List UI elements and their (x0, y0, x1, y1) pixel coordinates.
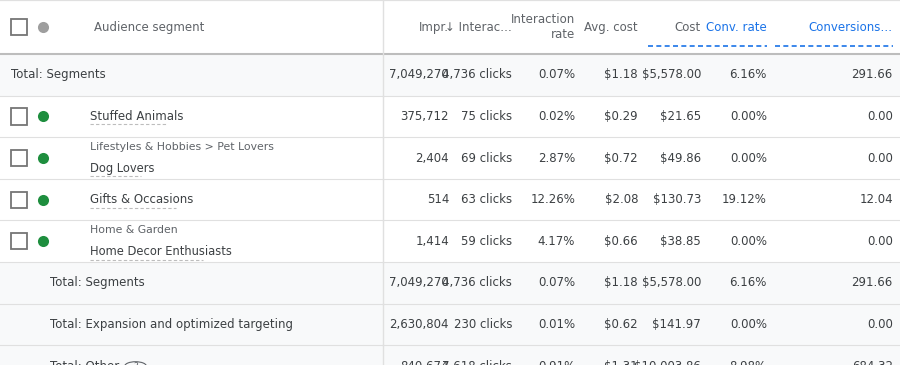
Text: 2.87%: 2.87% (538, 151, 575, 165)
Text: $21.65: $21.65 (660, 110, 701, 123)
Text: $130.73: $130.73 (652, 193, 701, 206)
Bar (0, 0, 900, 54)
Text: $141.97: $141.97 (652, 318, 701, 331)
Text: $38.85: $38.85 (661, 235, 701, 248)
Text: 0.00%: 0.00% (730, 235, 767, 248)
Text: 684.32: 684.32 (851, 360, 893, 365)
Text: $0.66: $0.66 (605, 235, 638, 248)
Text: 0.00: 0.00 (867, 151, 893, 165)
Text: $49.86: $49.86 (660, 151, 701, 165)
Text: 63 clicks: 63 clicks (461, 193, 512, 206)
Text: Interaction
rate: Interaction rate (511, 13, 575, 41)
Text: 0.00: 0.00 (867, 318, 893, 331)
FancyBboxPatch shape (11, 108, 27, 124)
Text: 4,736 clicks: 4,736 clicks (442, 68, 512, 81)
Text: $0.29: $0.29 (605, 110, 638, 123)
Text: 2,630,804: 2,630,804 (390, 318, 449, 331)
Text: 0.07%: 0.07% (538, 68, 575, 81)
Text: 7,618 clicks: 7,618 clicks (442, 360, 512, 365)
Text: 4.17%: 4.17% (537, 235, 575, 248)
Text: 0.00: 0.00 (867, 110, 893, 123)
Text: $1.18: $1.18 (605, 68, 638, 81)
Bar (0, 137, 900, 179)
Text: 59 clicks: 59 clicks (461, 235, 512, 248)
Text: Conv. rate: Conv. rate (706, 20, 767, 34)
Text: 291.66: 291.66 (851, 276, 893, 289)
Text: Total: Segments: Total: Segments (11, 68, 105, 81)
Text: 0.00%: 0.00% (730, 151, 767, 165)
Bar (0, 96, 900, 137)
Text: Stuffed Animals: Stuffed Animals (90, 110, 184, 123)
Text: Total: Other: Total: Other (50, 360, 119, 365)
Text: Impr.: Impr. (419, 20, 449, 34)
Text: 0.00%: 0.00% (730, 110, 767, 123)
Text: 4,736 clicks: 4,736 clicks (442, 276, 512, 289)
Text: 0.02%: 0.02% (538, 110, 575, 123)
Bar (0, 220, 900, 262)
Text: 514: 514 (427, 193, 449, 206)
FancyBboxPatch shape (11, 233, 27, 249)
Text: 840,674: 840,674 (400, 360, 449, 365)
Text: $1.31: $1.31 (605, 360, 638, 365)
Text: 0.00%: 0.00% (730, 318, 767, 331)
Text: 69 clicks: 69 clicks (461, 151, 512, 165)
Text: 1,414: 1,414 (416, 235, 449, 248)
Text: 291.66: 291.66 (851, 68, 893, 81)
Text: 19.12%: 19.12% (722, 193, 767, 206)
Text: ↓ Interac…: ↓ Interac… (446, 20, 512, 34)
Bar (0, 304, 900, 345)
Text: 2,404: 2,404 (416, 151, 449, 165)
Text: 0.00: 0.00 (867, 235, 893, 248)
Text: 12.04: 12.04 (860, 193, 893, 206)
Text: Total: Segments: Total: Segments (50, 276, 144, 289)
Text: Audience segment: Audience segment (94, 20, 205, 34)
Text: Home & Garden: Home & Garden (90, 225, 177, 235)
Text: $0.62: $0.62 (605, 318, 638, 331)
Text: 7,049,270: 7,049,270 (390, 68, 449, 81)
Text: 230 clicks: 230 clicks (454, 318, 512, 331)
Text: 6.16%: 6.16% (729, 68, 767, 81)
Bar (0, 54, 900, 96)
Text: 0.07%: 0.07% (538, 276, 575, 289)
Text: $0.72: $0.72 (605, 151, 638, 165)
Text: Total: Expansion and optimized targeting: Total: Expansion and optimized targeting (50, 318, 292, 331)
Text: $10,003.86: $10,003.86 (634, 360, 701, 365)
Text: Dog Lovers: Dog Lovers (90, 162, 155, 175)
Text: Lifestyles & Hobbies > Pet Lovers: Lifestyles & Hobbies > Pet Lovers (90, 142, 274, 152)
FancyBboxPatch shape (11, 150, 27, 166)
Text: 7,049,270: 7,049,270 (390, 276, 449, 289)
Bar (0, 179, 900, 220)
Bar (0, 345, 900, 365)
Text: 375,712: 375,712 (400, 110, 449, 123)
Text: $2.08: $2.08 (605, 193, 638, 206)
Text: $5,578.00: $5,578.00 (642, 68, 701, 81)
Text: 75 clicks: 75 clicks (461, 110, 512, 123)
Text: Gifts & Occasions: Gifts & Occasions (90, 193, 194, 206)
Text: 0.91%: 0.91% (538, 360, 575, 365)
FancyBboxPatch shape (11, 192, 27, 208)
Text: 8.98%: 8.98% (730, 360, 767, 365)
Text: Cost: Cost (675, 20, 701, 34)
FancyBboxPatch shape (11, 19, 27, 35)
Text: 0.01%: 0.01% (538, 318, 575, 331)
Text: $1.18: $1.18 (605, 276, 638, 289)
Text: Conversions…: Conversions… (809, 20, 893, 34)
Bar (0, 262, 900, 304)
Text: 6.16%: 6.16% (729, 276, 767, 289)
Text: Home Decor Enthusiasts: Home Decor Enthusiasts (90, 245, 232, 258)
Text: ?: ? (133, 362, 138, 365)
Text: $5,578.00: $5,578.00 (642, 276, 701, 289)
Text: Avg. cost: Avg. cost (584, 20, 638, 34)
Text: 12.26%: 12.26% (530, 193, 575, 206)
